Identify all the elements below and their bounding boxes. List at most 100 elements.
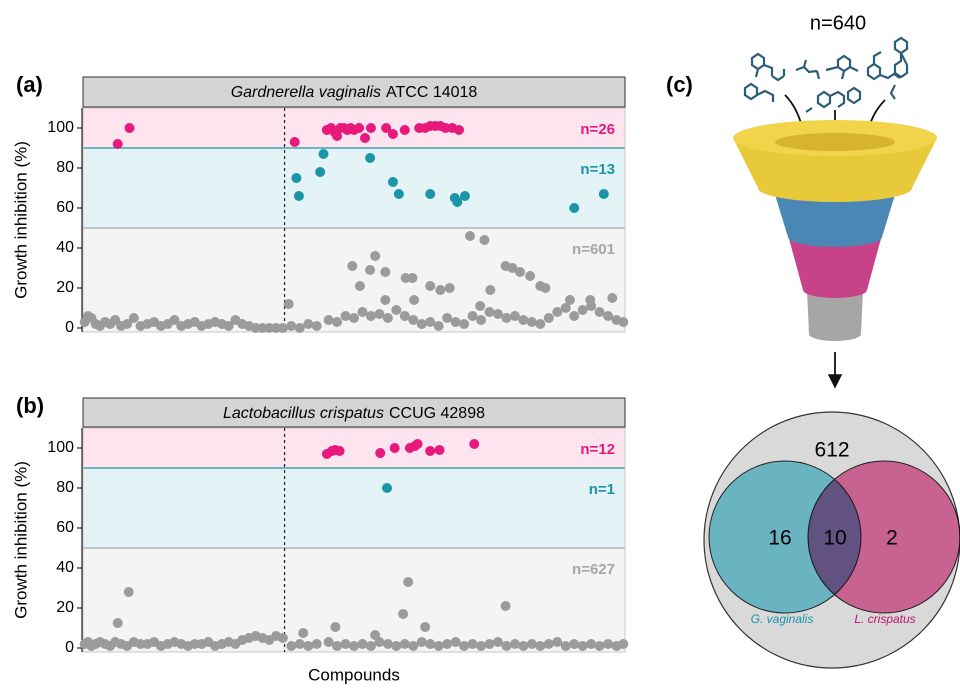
y-tick-label: 20 xyxy=(56,599,74,616)
point xyxy=(294,191,304,201)
point xyxy=(425,281,435,291)
point xyxy=(278,323,288,333)
point xyxy=(291,173,301,183)
point xyxy=(535,319,545,329)
point xyxy=(295,639,305,649)
point xyxy=(332,641,342,651)
figure: (a)Gardnerella vaginalisATCC 14018n=26n=… xyxy=(0,0,960,685)
point xyxy=(527,317,537,327)
point xyxy=(417,319,427,329)
band-label: n=627 xyxy=(572,561,615,578)
point xyxy=(380,267,390,277)
point xyxy=(370,630,380,640)
point xyxy=(434,641,444,651)
point xyxy=(585,295,595,305)
total-label: n=640 xyxy=(810,12,866,34)
point xyxy=(451,317,461,327)
panel-title: Gardnerella vaginalisATCC 14018 xyxy=(231,84,478,101)
band xyxy=(83,548,625,652)
point xyxy=(578,641,588,651)
y-tick-label: 20 xyxy=(56,279,74,296)
funnel xyxy=(733,120,937,341)
y-tick-label: 60 xyxy=(56,199,74,216)
point xyxy=(284,299,294,309)
point xyxy=(618,317,628,327)
point xyxy=(341,639,351,649)
point xyxy=(417,637,427,647)
band-label: n=12 xyxy=(580,441,615,458)
band-label: n=1 xyxy=(589,481,615,498)
title-species: Lactobacillus crispatus xyxy=(223,405,384,422)
point xyxy=(390,443,400,453)
point xyxy=(527,639,537,649)
y-axis-label: Growth inhibition (%) xyxy=(11,461,30,619)
point xyxy=(113,139,123,149)
point xyxy=(607,293,617,303)
point xyxy=(459,641,469,651)
point xyxy=(349,313,359,323)
point xyxy=(501,641,511,651)
point xyxy=(501,313,511,323)
venn-right-label: L. crispatus xyxy=(854,612,915,626)
point xyxy=(382,483,392,493)
point xyxy=(475,301,485,311)
point xyxy=(315,167,325,177)
point xyxy=(286,641,296,651)
point xyxy=(599,189,609,199)
band-label: n=13 xyxy=(580,161,615,178)
point xyxy=(349,641,359,651)
y-tick-label: 40 xyxy=(56,239,74,256)
point xyxy=(565,295,575,305)
point xyxy=(319,149,329,159)
point xyxy=(485,285,495,295)
band xyxy=(83,468,625,548)
point xyxy=(518,641,528,651)
point xyxy=(324,315,334,325)
point xyxy=(425,446,435,456)
point xyxy=(400,639,410,649)
venn-outside: 612 xyxy=(814,439,849,462)
point xyxy=(113,618,123,628)
molecule-icons xyxy=(745,38,907,112)
point xyxy=(332,317,342,327)
point xyxy=(561,641,571,651)
point xyxy=(435,445,445,455)
point xyxy=(278,633,288,643)
venn-left-label: G. vaginalis xyxy=(751,612,814,626)
point xyxy=(413,439,423,449)
point xyxy=(425,189,435,199)
panel-label: (b) xyxy=(16,393,44,418)
point xyxy=(394,189,404,199)
point xyxy=(365,153,375,163)
point xyxy=(380,295,390,305)
band-label: n=26 xyxy=(580,121,615,138)
point xyxy=(354,123,364,133)
point xyxy=(312,639,322,649)
point xyxy=(383,313,393,323)
point xyxy=(434,321,444,331)
y-axis-label: Growth inhibition (%) xyxy=(11,141,30,299)
funnel-venn-diagram: (c) n=640 612 16 xyxy=(666,12,960,668)
point xyxy=(586,639,596,649)
point xyxy=(544,313,554,323)
point xyxy=(535,641,545,651)
point xyxy=(125,123,135,133)
point xyxy=(391,641,401,651)
point xyxy=(388,129,398,139)
point xyxy=(569,203,579,213)
point xyxy=(355,281,365,291)
point xyxy=(459,319,469,329)
y-tick-label: 0 xyxy=(65,639,74,656)
point xyxy=(129,313,139,323)
point xyxy=(479,235,489,245)
point xyxy=(544,639,554,649)
point xyxy=(383,639,393,649)
point xyxy=(476,315,486,325)
point xyxy=(425,639,435,649)
venn-right-only: 2 xyxy=(886,527,898,550)
point xyxy=(569,311,579,321)
point xyxy=(298,628,308,638)
y-tick-label: 40 xyxy=(56,559,74,576)
